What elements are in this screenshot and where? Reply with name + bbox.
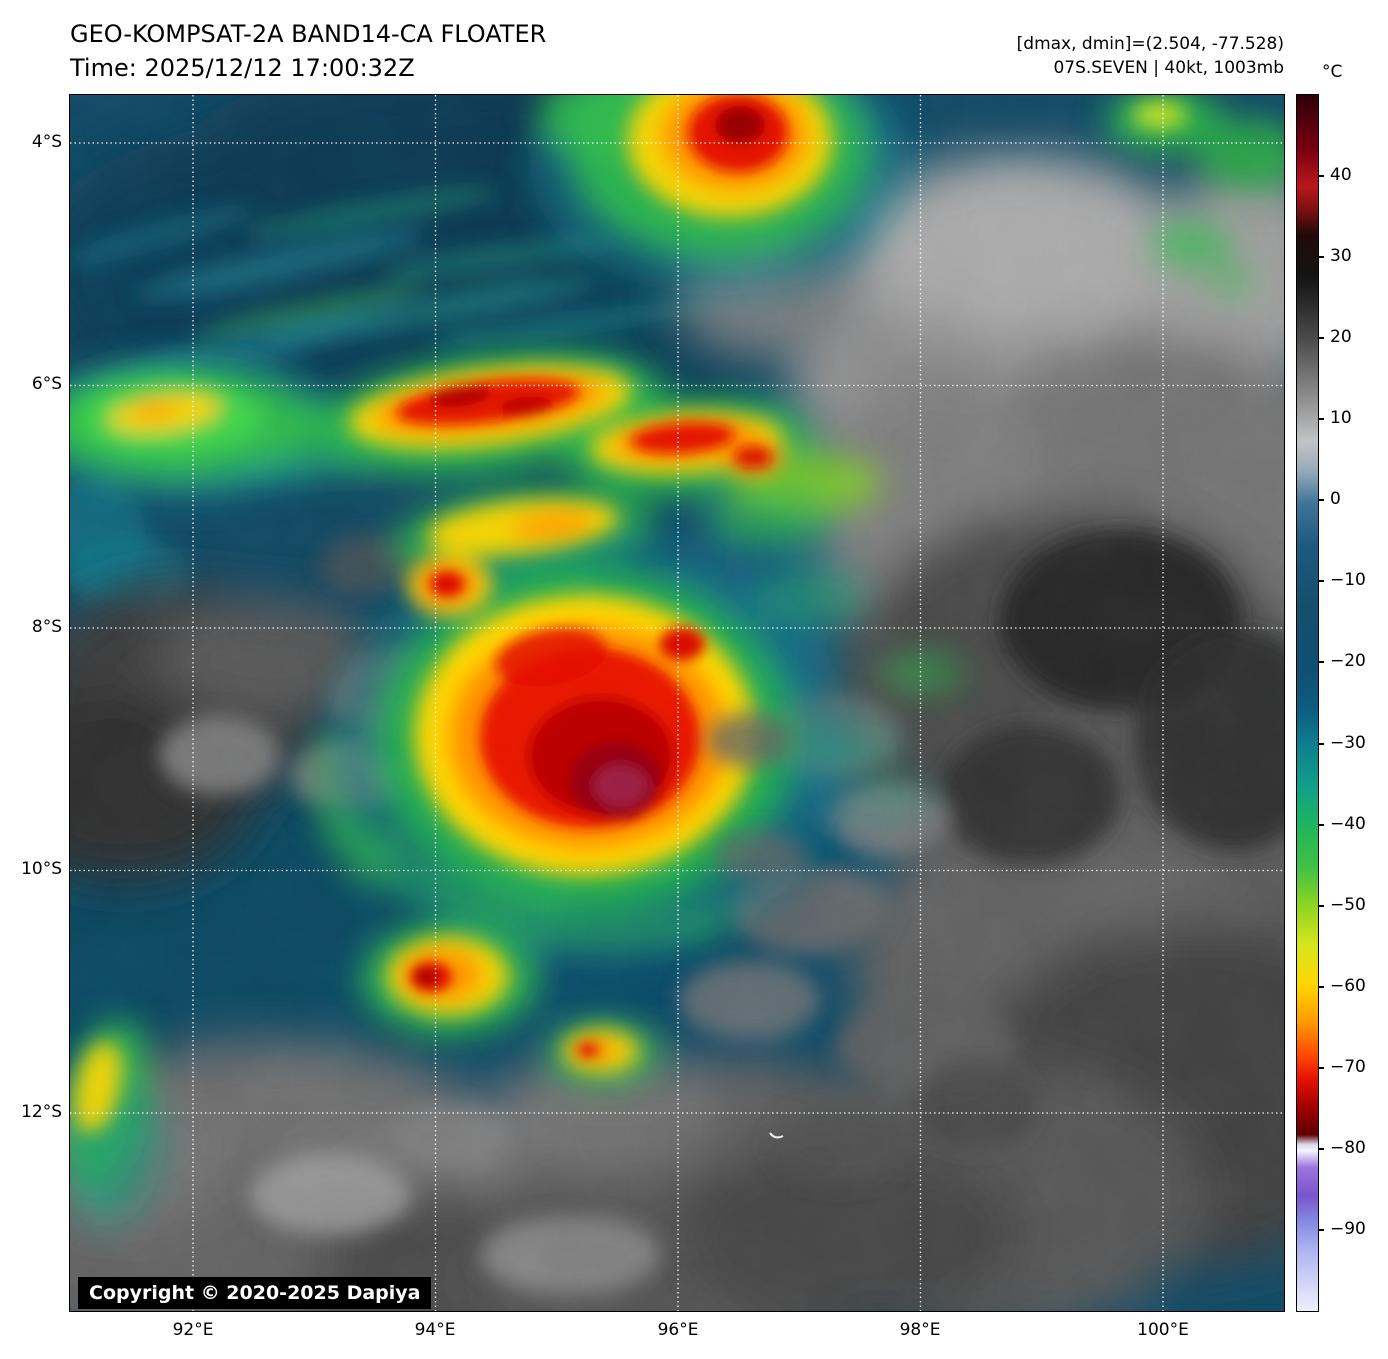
colorbar-tick-mark [1318,823,1324,826]
header-right-block: [dmax, dmin]=(2.504, -77.528) 07S.SEVEN … [1017,32,1284,80]
lat-label-10s: 10°S [21,859,62,879]
colorbar-tick-label: −40 [1330,813,1366,834]
colorbar-tick-mark [1318,1228,1324,1231]
colorbar-gradient [1297,95,1318,1311]
colorbar-tick-mark [1318,175,1324,178]
colorbar-tick-mark [1318,661,1324,664]
colorbar-tick-label: −60 [1330,975,1366,996]
colorbar-tick-mark [1318,1147,1324,1150]
colorbar-tick-label: 0 [1330,489,1341,510]
colorbar-unit-label: °C [1322,62,1343,82]
colorbar-tick-mark [1318,742,1324,745]
figure-timestamp: Time: 2025/12/12 17:00:32Z [70,54,415,82]
lon-label-92e: 92°E [172,1320,214,1340]
lon-label-96e: 96°E [657,1320,699,1340]
colorbar-tick-mark [1318,337,1324,340]
colorbar-tick-label: −70 [1330,1056,1366,1077]
colorbar-tick-label: −30 [1330,732,1366,753]
satellite-map [69,94,1285,1312]
cloud-grain-texture [70,95,1284,1311]
colorbar-tick-label: −50 [1330,894,1366,915]
lon-label-100e: 100°E [1137,1320,1189,1340]
lat-label-12s: 12°S [21,1102,62,1122]
colorbar-tick-label: −90 [1330,1218,1366,1239]
copyright-badge: Copyright © 2020-2025 Dapiya [78,1277,432,1309]
lat-label-4s: 4°S [31,132,62,152]
colorbar-tick-label: −80 [1330,1137,1366,1158]
colorbar-tick-mark [1318,499,1324,502]
colorbar-tick-label: 30 [1330,246,1352,267]
colorbar-tick-label: 40 [1330,165,1352,186]
colorbar-tick-mark [1318,1066,1324,1069]
storm-info: 07S.SEVEN | 40kt, 1003mb [1053,58,1284,78]
dmax-dmin-readout: [dmax, dmin]=(2.504, -77.528) [1016,34,1284,54]
gridlines [70,95,1284,1311]
colorbar-tick-label: −20 [1330,651,1366,672]
lat-label-6s: 6°S [31,374,62,394]
colorbar-tick-mark [1318,418,1324,421]
colorbar-tick-mark [1318,580,1324,583]
lat-label-8s: 8°S [31,617,62,637]
colorbar-tick-mark [1318,904,1324,907]
colorbar-tick-label: 20 [1330,327,1352,348]
lon-label-98e: 98°E [899,1320,941,1340]
lon-label-94e: 94°E [414,1320,456,1340]
figure-title: GEO-KOMPSAT-2A BAND14-CA FLOATER [70,20,547,48]
colorbar: 40 30 20 10 0 −10 −20 −30 −40 −50 −60 −70 −80 −90 [1296,94,1366,1312]
colorbar-tick-label: −10 [1330,570,1366,591]
colorbar-tick-mark [1318,985,1324,988]
satellite-ir-image [70,95,1284,1311]
colorbar-tick-mark [1318,256,1324,259]
colorbar-tick-label: 10 [1330,408,1352,429]
